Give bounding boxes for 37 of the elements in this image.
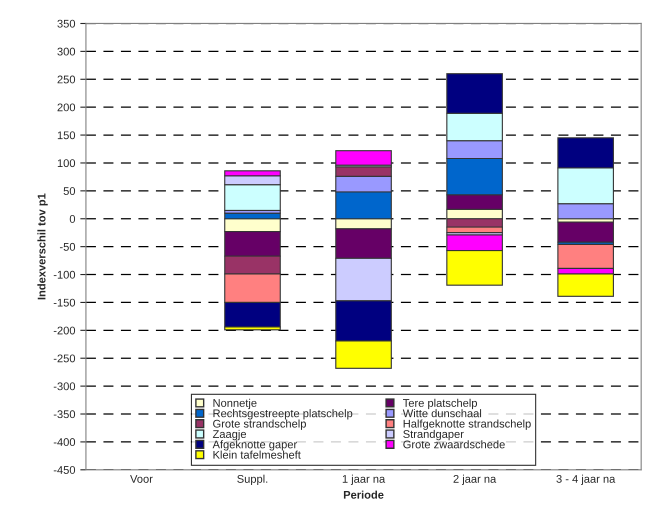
legend-label: Tere platschelp — [403, 398, 478, 410]
y-tick-label: -250 — [54, 354, 76, 362]
legend-label: Grote zwaardschede — [403, 440, 505, 448]
legend-label: Afgeknotte gaper — [212, 440, 297, 451]
y-tick-label: 0 — [70, 215, 76, 223]
y-tick-label: 300 — [57, 48, 76, 56]
y-tick-label: 150 — [58, 131, 76, 140]
y-tick-label: 350 — [57, 20, 76, 28]
legend-label: Strandgaper — [403, 430, 464, 440]
legend-label: Rechtsgestreepte platschelp — [213, 409, 352, 420]
legend-label: Nonnetje — [213, 398, 257, 410]
x-axis-title: Periode — [344, 490, 384, 499]
x-tick-label: 1 jaar na — [342, 474, 386, 486]
legend-label: Klein tafelmesheft — [213, 450, 301, 459]
y-tick-label: 50 — [64, 187, 76, 195]
bar — [557, 222, 614, 243]
y-tick-label: -150 — [54, 298, 76, 307]
y-tick-label: -450 — [54, 466, 76, 474]
y-tick-label: 200 — [58, 103, 76, 112]
y-tick-label: -50 — [60, 242, 76, 251]
y-tick-label: -350 — [54, 410, 76, 418]
legend-label: Grote strandschelp — [213, 419, 306, 430]
x-tick-label: Voor — [130, 475, 153, 483]
y-tick-label: -400 — [54, 438, 76, 446]
y-axis-title: Indexverschil tov p1 — [37, 194, 48, 300]
bar — [335, 150, 392, 166]
y-tick-label: -100 — [54, 270, 76, 279]
y-tick-label: 100 — [58, 159, 76, 168]
x-tick-label: Suppl. — [237, 474, 268, 486]
y-tick-label: 250 — [58, 76, 76, 84]
legend-label: Zaagje — [212, 430, 246, 440]
legend-label: Witte dunschaal — [402, 409, 482, 418]
x-tick-label: 2 jaar na — [454, 474, 496, 486]
x-tick-label: 3 - 4 jaar na — [556, 474, 616, 486]
legend-label: Halfgeknotte strandschelp — [404, 419, 531, 430]
y-tick-label: -200 — [54, 326, 76, 334]
y-tick-label: -300 — [54, 382, 76, 390]
